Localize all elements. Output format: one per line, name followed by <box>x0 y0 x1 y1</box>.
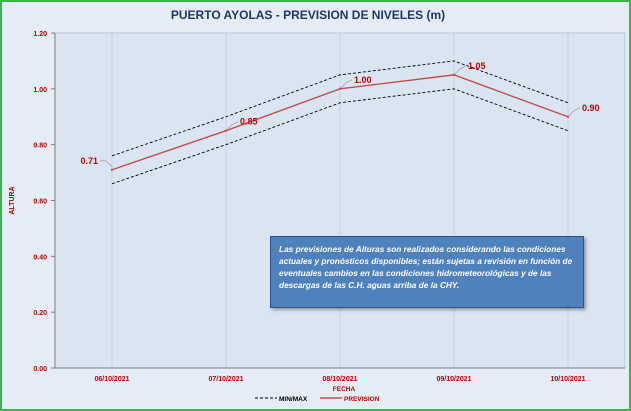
x-tick-label: 07/10/2021 <box>208 376 243 383</box>
data-label-leader <box>454 65 467 75</box>
y-tick-label: 0.00 <box>33 366 47 373</box>
y-tick-label: 0.80 <box>33 143 47 150</box>
data-point <box>224 129 228 132</box>
series-line-minmax-lower <box>111 88 569 185</box>
data-label-leader <box>340 79 353 89</box>
chart-title: PUERTO AYOLAS - PREVISION DE NIVELES (m) <box>171 8 445 22</box>
data-point <box>452 73 456 77</box>
y-tick-label: 0.60 <box>33 199 47 206</box>
legend-label-minmax: MIN/MAX <box>279 396 308 403</box>
data-label: 0.85 <box>240 117 258 127</box>
data-label: 1.05 <box>468 61 486 71</box>
data-label-leader <box>226 121 239 130</box>
data-point <box>110 168 114 171</box>
data-label-leader <box>100 160 113 168</box>
data-label: 0.71 <box>80 156 98 166</box>
x-tick-label: 08/10/2021 <box>322 376 357 383</box>
y-tick-label: 0.40 <box>33 254 47 261</box>
legend-label-prevision: PREVISION <box>344 396 380 403</box>
data-label-leader <box>568 107 581 117</box>
data-label: 0.90 <box>582 103 600 113</box>
y-tick-label: 1.20 <box>33 31 47 38</box>
x-tick-label: 09/10/2021 <box>436 376 471 383</box>
y-tick-label: 1.00 <box>33 87 47 94</box>
x-axis-label: FECHA <box>333 386 356 393</box>
data-label: 1.00 <box>354 75 372 85</box>
x-tick-label: 10/10/2021 <box>550 376 585 383</box>
x-tick-label: 06/10/2021 <box>94 376 129 383</box>
series-line-minmax-upper <box>111 60 569 157</box>
y-axis-label: ALTURA <box>9 186 16 214</box>
data-point <box>566 115 570 118</box>
data-point <box>338 87 342 91</box>
chart-annotation: Las previsiones de Alturas son realizado… <box>270 236 584 308</box>
y-tick-label: 0.20 <box>33 310 47 317</box>
